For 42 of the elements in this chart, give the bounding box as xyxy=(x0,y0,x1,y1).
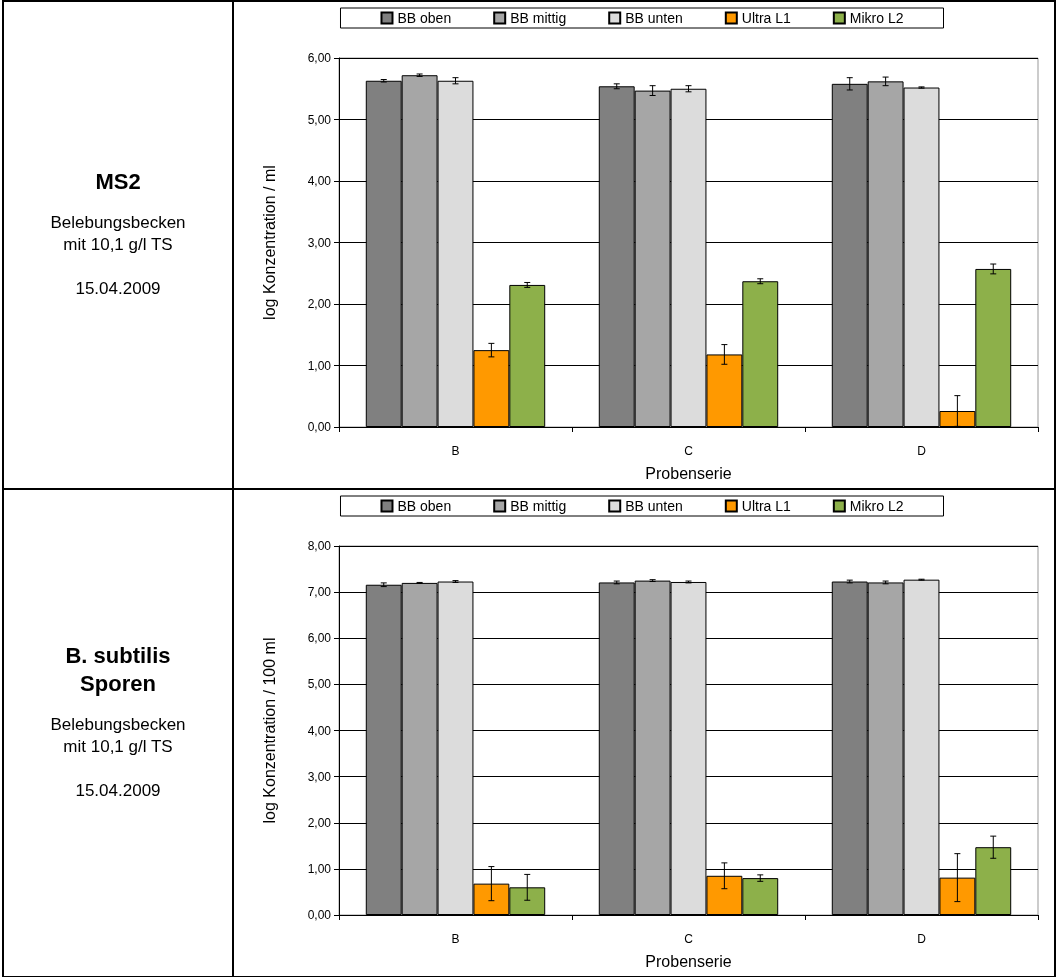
y-tick-label: 7,00 xyxy=(307,585,332,600)
y-tick-label: 6,00 xyxy=(307,51,332,65)
legend-label: BB unten xyxy=(625,10,683,26)
y-axis-title: log Konzentration / ml xyxy=(260,165,278,320)
y-axis-title: log Konzentration / 100 ml xyxy=(260,637,278,824)
text: 15.04.2009 xyxy=(75,780,161,802)
legend-label: BB oben xyxy=(397,498,452,514)
text: MS2 xyxy=(95,168,141,196)
text: 15.04.2009 xyxy=(75,278,161,300)
text: Belebungsbecken mit 10,1 g/l TS xyxy=(49,212,187,256)
legend-label: Ultra L1 xyxy=(741,10,792,26)
x-tick-label: B xyxy=(451,932,460,946)
y-tick-label: 3,00 xyxy=(307,769,332,784)
y-tick-label: 5,00 xyxy=(307,112,332,127)
y-tick-label: 2,00 xyxy=(307,297,332,311)
y-tick-label: 3,00 xyxy=(307,235,332,250)
legend-label: BB mittig xyxy=(510,10,567,26)
y-tick-label: 5,00 xyxy=(307,677,332,692)
x-tick-label: D xyxy=(917,932,927,946)
y-tick-label: 0,00 xyxy=(307,908,332,922)
y-tick-label: 4,00 xyxy=(307,174,332,188)
x-axis-title: Probenserie xyxy=(645,952,732,970)
y-tick-label: 6,00 xyxy=(307,631,332,646)
y-tick-label: 4,00 xyxy=(307,723,332,738)
legend-label: Mikro L2 xyxy=(849,498,904,514)
y-tick-label: 1,00 xyxy=(307,861,332,876)
y-tick-label: 1,00 xyxy=(307,358,332,373)
x-axis-title: Probenserie xyxy=(645,464,732,482)
x-tick-label: C xyxy=(684,444,694,458)
legend-label: Ultra L1 xyxy=(741,498,792,514)
legend-label: BB unten xyxy=(625,498,683,514)
x-tick-label: B xyxy=(451,444,460,458)
text: B. subtilis Sporen xyxy=(64,642,172,698)
y-tick-label: 8,00 xyxy=(307,539,332,553)
legend-label: BB oben xyxy=(397,10,452,26)
legend-label: Mikro L2 xyxy=(849,10,904,26)
text: Belebungsbecken mit 10,1 g/l TS xyxy=(49,714,187,758)
x-tick-label: C xyxy=(684,932,694,946)
legend-label: BB mittig xyxy=(510,498,567,514)
x-tick-label: D xyxy=(917,444,927,458)
y-tick-label: 0,00 xyxy=(307,420,332,434)
y-tick-label: 2,00 xyxy=(307,815,332,830)
